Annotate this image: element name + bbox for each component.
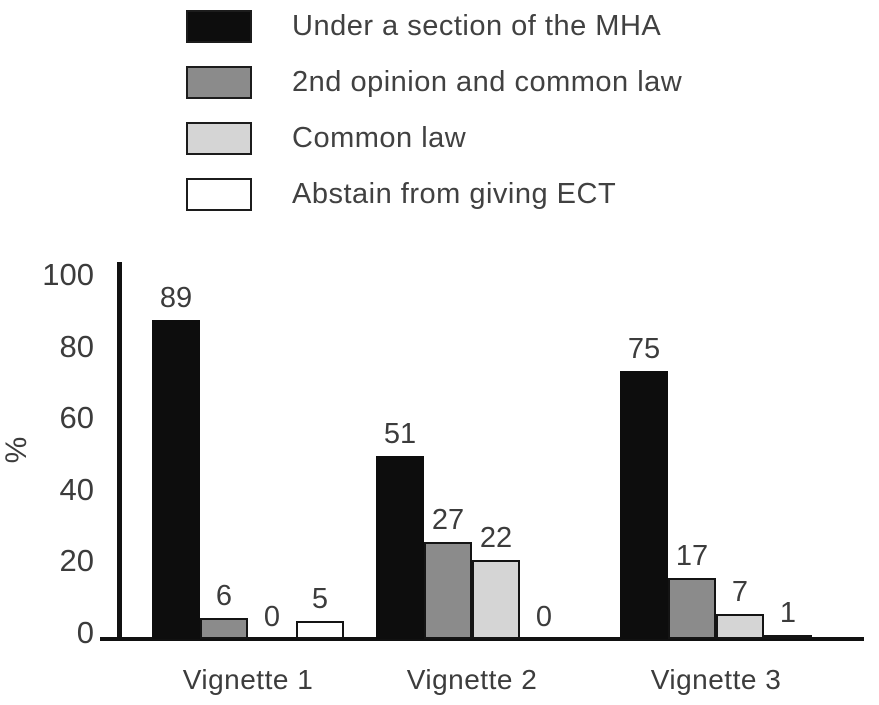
legend-label: Under a section of the MHA bbox=[292, 10, 662, 42]
bar-value-label: 51 bbox=[383, 418, 417, 451]
y-axis bbox=[117, 262, 122, 641]
legend-item: Abstain from giving ECT bbox=[186, 178, 682, 211]
bar-value-label: 17 bbox=[675, 540, 709, 573]
bar bbox=[764, 635, 812, 639]
legend-item: Under a section of the MHA bbox=[186, 10, 682, 43]
bar-value-label: 75 bbox=[627, 332, 661, 365]
legend-swatch-4 bbox=[186, 178, 252, 211]
legend: Under a section of the MHA 2nd opinion an… bbox=[186, 10, 682, 234]
y-tick-label: 60 bbox=[59, 400, 94, 436]
category-label: Vignette 1 bbox=[182, 664, 314, 695]
category-label: Vignette 2 bbox=[406, 664, 538, 695]
y-tick-label: 80 bbox=[59, 328, 94, 364]
bar bbox=[472, 560, 520, 639]
category-label: Vignette 3 bbox=[650, 664, 782, 695]
y-tick-label: 100 bbox=[42, 257, 94, 292]
bar-value-label: 0 bbox=[263, 601, 281, 633]
bar bbox=[620, 370, 668, 639]
bar bbox=[376, 456, 424, 639]
x-axis bbox=[100, 637, 864, 641]
bar-value-label: 1 bbox=[779, 597, 797, 630]
bar bbox=[200, 617, 248, 639]
bar bbox=[296, 621, 344, 639]
bar-value-label: 5 bbox=[311, 583, 329, 616]
bar bbox=[152, 320, 200, 639]
bar-value-label: 7 bbox=[731, 575, 749, 608]
bar bbox=[716, 613, 764, 639]
legend-swatch-1 bbox=[186, 10, 252, 43]
bar bbox=[668, 578, 716, 639]
y-tick-label: 20 bbox=[59, 543, 94, 579]
bar-value-label: 0 bbox=[535, 601, 553, 633]
y-tick-label: 0 bbox=[76, 615, 94, 650]
legend-label: Abstain from giving ECT bbox=[292, 178, 617, 210]
legend-label: 2nd opinion and common law bbox=[292, 66, 683, 98]
legend-item: Common law bbox=[186, 122, 682, 155]
bar-value-label: 89 bbox=[159, 282, 193, 315]
legend-swatch-2 bbox=[186, 66, 252, 99]
y-tick-label: 40 bbox=[59, 471, 94, 507]
legend-item: 2nd opinion and common law bbox=[186, 66, 682, 99]
bar bbox=[424, 542, 472, 639]
bar-value-label: 6 bbox=[215, 579, 233, 612]
legend-swatch-3 bbox=[186, 122, 252, 155]
bar-value-label: 22 bbox=[479, 522, 513, 555]
legend-label: Common law bbox=[292, 122, 467, 154]
bar-value-label: 27 bbox=[431, 504, 465, 537]
